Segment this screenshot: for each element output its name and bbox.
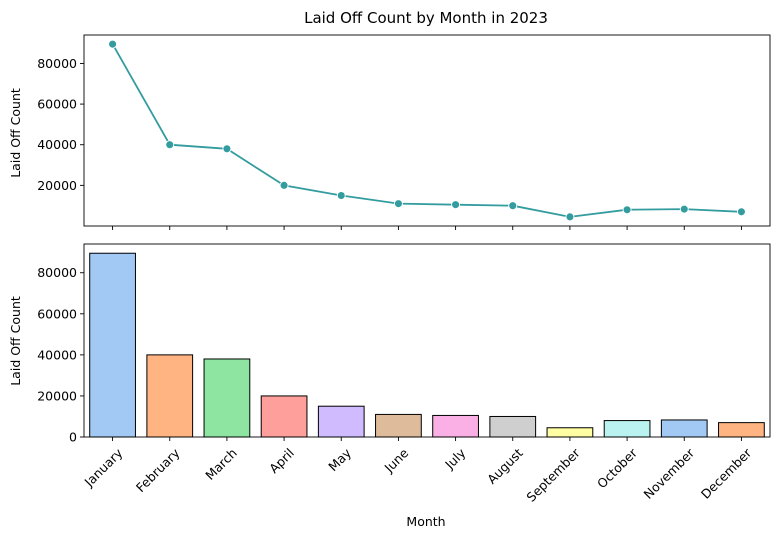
bar-november: [660, 419, 708, 438]
bar-y-axis-label: Laid Off Count: [8, 296, 23, 386]
bar-chart: 0 20000 40000 60000 80000 January February Mar…: [8, 243, 771, 529]
line-point: [222, 144, 232, 154]
line-y-tick-label: 80000: [37, 56, 77, 71]
line-points: [108, 39, 746, 222]
line-series: [111, 43, 742, 218]
chart-title: Laid Off Count by Month in 2023: [304, 9, 548, 27]
line-point: [165, 140, 175, 150]
bar-x-tick-label: August: [484, 445, 526, 487]
bar-x-tick-label: January: [81, 445, 126, 490]
line-y-tick-label: 60000: [37, 97, 77, 112]
bar-september: [546, 427, 594, 438]
bar-october: [603, 420, 651, 438]
line-point: [108, 39, 118, 49]
line-point: [336, 191, 346, 200]
line-point: [679, 204, 689, 214]
bar-x-tick-label: October: [594, 445, 641, 492]
bar-x-tick-label: July: [441, 445, 469, 473]
bar-x-tick-label: December: [698, 445, 755, 502]
bar-june: [375, 413, 422, 438]
line-y-tick-label: 20000: [37, 178, 77, 193]
bar-x-ticks: January February March April May June July Augu…: [81, 437, 755, 505]
line-axes-frame: [83, 34, 771, 227]
bar-y-ticks: 0 20000 40000 60000 80000: [37, 265, 84, 445]
line-point: [736, 207, 746, 217]
bar-august: [489, 415, 537, 438]
line-point: [622, 205, 632, 215]
line-x-ticks: [112, 226, 742, 230]
bar-y-tick-label: 40000: [37, 347, 77, 362]
bar-x-tick-label: September: [523, 445, 583, 505]
bar-april: [260, 395, 308, 438]
bar-march: [203, 358, 251, 438]
line-point: [565, 212, 575, 222]
line-chart: 20000 40000 60000 80000 Laid Off Count: [8, 34, 771, 230]
line-y-ticks: 20000 40000 60000 80000: [37, 56, 84, 193]
bar-axes-frame: [83, 243, 771, 438]
bar-y-tick-label: 0: [69, 430, 77, 445]
line-point: [393, 199, 403, 209]
bar-x-tick-label: March: [202, 445, 240, 483]
bar-may: [317, 405, 365, 438]
bar-july: [432, 414, 479, 438]
bar-x-tick-label: February: [133, 445, 183, 495]
line-point: [279, 180, 289, 190]
bar-series: [89, 252, 765, 438]
bar-x-tick-label: November: [641, 445, 698, 502]
line-point: [451, 200, 461, 210]
bar-x-tick-label: April: [266, 445, 297, 476]
line-y-tick-label: 40000: [37, 137, 77, 152]
bar-x-tick-label: June: [381, 445, 412, 476]
line-y-axis-label: Laid Off Count: [8, 88, 23, 178]
bar-y-tick-label: 80000: [37, 265, 77, 280]
bar-y-tick-label: 20000: [37, 388, 77, 403]
bar-january: [89, 252, 136, 438]
bar-x-tick-label: May: [325, 445, 354, 474]
bar-february: [146, 354, 194, 438]
bar-y-tick-label: 60000: [37, 306, 77, 321]
bar-december: [718, 422, 765, 438]
bar-x-axis-label: Month: [406, 514, 445, 529]
line-point: [508, 201, 518, 211]
